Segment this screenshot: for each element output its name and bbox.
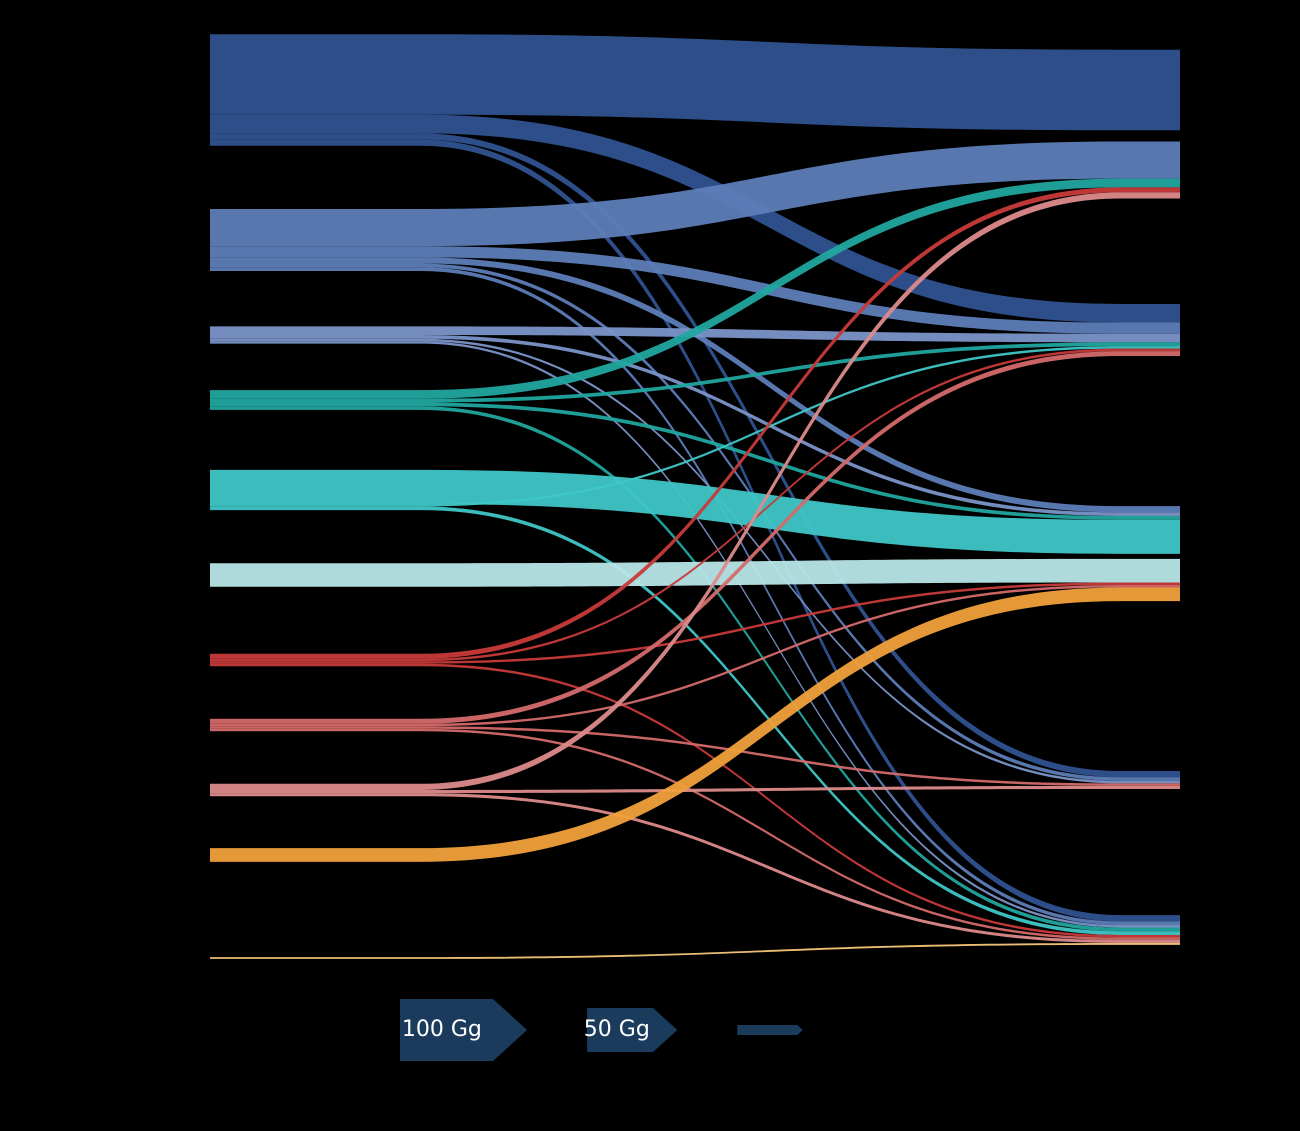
flow-s6-t6 [210,664,1180,938]
legend-label-0: 100 Gg [402,1017,482,1042]
legend-arrow-2 [737,1025,803,1035]
flow-s8-t6 [210,793,1180,943]
sankey-diagram: 100 Gg 50 Gg [0,0,1300,1131]
legend-label-1: 50 Gg [584,1017,650,1042]
flow-s5-t4 [210,559,1180,587]
flow-s1-t1 [210,141,1180,246]
flow-s10-t6 [210,943,1180,959]
legend: 100 Gg 50 Gg [400,999,803,1061]
sankey-flows [210,34,1180,959]
